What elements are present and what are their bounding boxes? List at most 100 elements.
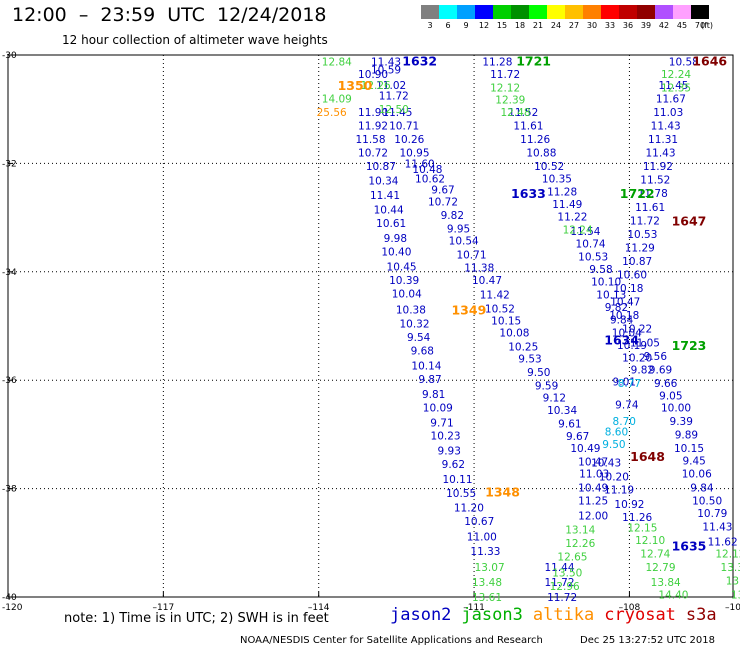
wave-height-value: 9.01 [613,376,636,388]
wave-height-value: 10.09 [423,402,453,414]
wave-height-value: 9.84 [690,483,714,495]
wave-height-value: 11.26 [520,134,550,146]
wave-height-value: 25.56 [317,107,347,119]
wave-height-value: 10.34 [368,176,398,188]
wave-height-value: 9.12 [543,393,566,405]
wave-height-value: 10.71 [456,249,486,261]
wave-height-value: 10.47 [610,297,640,309]
wave-height-value: 11.60 [405,158,435,170]
wave-height-value: 10.72 [428,196,458,208]
wave-height-value: 9.53 [518,354,541,366]
wave-height-value: 10.35 [542,174,572,186]
pass-time-label: 1721 [516,53,551,68]
pass-time-label: 1632 [402,53,437,68]
wave-height-value: 10.10 [591,277,621,289]
legend-s3a: s3a [685,605,717,625]
wave-height-value: 9.54 [407,332,431,344]
wave-height-value: 9.66 [654,378,678,390]
color-scale-label: 39 [640,21,652,30]
wave-height-value: 10.39 [389,275,419,287]
color-scale-label: 27 [568,21,580,30]
x-tick-label: –111 [463,603,485,613]
pass-time-label: 1350 [338,78,373,93]
wave-height-value: 10.20 [599,472,629,484]
wave-height-value: 12.65 [557,551,587,563]
wave-height-value: 12.12 [490,83,520,95]
wave-height-value: 10.08 [499,328,529,340]
wave-height-value: 14.09 [322,93,352,105]
wave-height-value: 10.74 [576,239,606,251]
color-scale-swatch [493,5,511,19]
wave-height-value: 11.92 [358,120,388,132]
wave-height-value: 11.43 [651,120,681,132]
wave-height-value: 10.19 [617,340,647,352]
wave-height-value: 9.50 [527,367,550,379]
wave-height-value: 11.78 [638,188,668,200]
color-scale-label: 30 [586,21,598,30]
color-scale-label: 70 [694,21,706,30]
x-tick-label: –117 [153,603,175,613]
wave-height-value: 10.61 [376,218,406,230]
wave-height-value: 10.40 [381,247,411,259]
pass-time-label: 1723 [672,338,707,353]
color-scale-label: 15 [496,21,508,30]
wave-height-value: 10.14 [411,361,441,373]
wave-height-value: 10.53 [627,229,657,241]
wave-height-value: 12.74 [640,549,670,561]
wave-height-value: 10.92 [614,499,644,511]
satellite-legend: jason2 jason3 altika cryosat s3a [390,605,717,625]
x-tick-label: –114 [308,603,330,613]
wave-height-value: 10.00 [661,402,691,414]
pass-time-label: 1348 [485,484,520,499]
wave-height-value: 12.24 [661,69,691,81]
color-scale-bar [421,5,709,19]
wave-height-value: 10.32 [399,318,429,330]
wave-height-value: 9.95 [447,223,470,235]
wave-height-value: 10.06 [682,468,712,480]
x-tick-label: –10 [725,603,740,613]
wave-height-value: 10.47 [472,275,502,287]
wave-height-value: 11.54 [570,226,600,238]
wave-height-value: 9.71 [430,417,453,429]
wave-height-value: 9.50 [602,439,625,451]
wave-height-value: 11.72 [544,577,574,589]
wave-height-value: 10.95 [399,148,429,160]
wave-height-value: 11.61 [635,202,665,214]
wave-height-value: 10.34 [547,405,577,417]
wave-height-value: 11.41 [370,190,400,202]
y-tick-label: -38 [2,485,17,495]
wave-height-value: 9.61 [558,419,581,431]
credit-line: NOAA/NESDIS Center for Satellite Applica… [240,635,543,646]
color-scale-label: 18 [514,21,526,30]
wave-height-value: 10.49 [578,483,608,495]
wave-height-value: 12.26 [565,538,595,550]
wave-height-value: 9.39 [670,416,693,428]
wave-height-value: 11.45 [382,107,412,119]
color-scale-label: 45 [676,21,688,30]
wave-height-value: 9.98 [384,233,407,245]
wave-height-value: 13.48 [472,577,502,589]
chart-subtitle: 12 hour collection of altimeter wave hei… [62,33,328,47]
wave-height-value: 13.61 [472,592,502,604]
wave-height-value: 10.62 [415,174,445,186]
wave-height-value: 11.03 [579,468,609,480]
pass-time-label: 1722 [620,186,655,201]
wave-height-value: 11.31 [648,134,678,146]
wave-height-value: 9.82 [605,302,628,314]
wave-height-value: 12.24 [563,225,593,237]
wave-height-value: 10.38 [396,305,426,317]
wave-height-value: 9.89 [675,429,698,441]
wave-height-value: 11.58 [355,134,385,146]
wave-height-value: 10.79 [697,508,727,520]
wave-height-value: 11.43 [702,522,732,534]
wave-height-value: 10.22 [622,324,652,336]
color-scale-unit: (ft) [701,21,714,30]
y-tick-label: -34 [2,268,17,278]
wave-height-value: 10.47 [578,457,608,469]
wave-height-value: 10.43 [591,458,621,470]
color-scale-swatch [565,5,583,19]
wave-height-value: 11.05 [630,337,660,349]
wave-height-value: 10.52 [485,304,515,316]
wave-height-value: 13.38 [726,576,740,588]
wave-height-value: 9.81 [422,389,445,401]
